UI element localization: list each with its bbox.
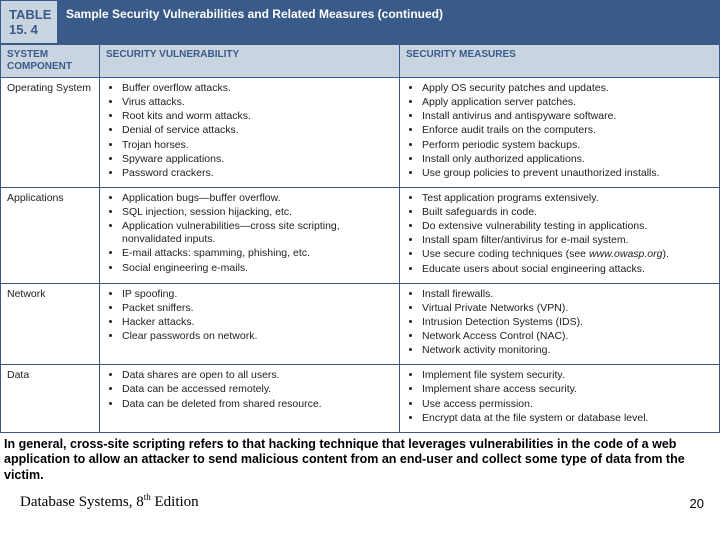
table-number: TABLE 15. 4: [0, 0, 58, 44]
table-title-row: TABLE 15. 4 Sample Security Vulnerabilit…: [0, 0, 720, 44]
list-item: Install firewalls.: [422, 288, 713, 301]
list-item: Data can be accessed remotely.: [122, 383, 393, 396]
list-item: Network Access Control (NAC).: [422, 330, 713, 343]
list-item: Data shares are open to all users.: [122, 369, 393, 382]
list-item: Network activity monitoring.: [422, 344, 713, 357]
list-item: Perform periodic system backups.: [422, 139, 713, 152]
vulnerability-table: TABLE 15. 4 Sample Security Vulnerabilit…: [0, 0, 720, 433]
col-header-component: SYSTEM COMPONENT: [0, 44, 100, 78]
footer: Database Systems, 8th Edition 20: [0, 490, 720, 511]
cell-vulnerability: Data shares are open to all users.Data c…: [100, 365, 400, 433]
cell-component: Data: [0, 365, 100, 433]
table-header-row: SYSTEM COMPONENT SECURITY VULNERABILITY …: [0, 44, 720, 78]
cell-vulnerability: IP spoofing.Packet sniffers.Hacker attac…: [100, 284, 400, 366]
cell-measures: Implement file system security.Implement…: [400, 365, 720, 433]
list-item: Application vulnerabilities—cross site s…: [122, 220, 393, 246]
book-suffix: Edition: [151, 494, 199, 510]
col-header-vulnerability: SECURITY VULNERABILITY: [100, 44, 400, 78]
list-item: Social engineering e-mails.: [122, 262, 393, 275]
list-item: Apply OS security patches and updates.: [422, 82, 713, 95]
list-item: IP spoofing.: [122, 288, 393, 301]
table-row: ApplicationsApplication bugs—buffer over…: [0, 188, 720, 284]
book-title: Database Systems, 8th Edition: [20, 492, 199, 511]
list-item: Application bugs—buffer overflow.: [122, 192, 393, 205]
list-item: Virtual Private Networks (VPN).: [422, 302, 713, 315]
list-item: Install antivirus and antispyware softwa…: [422, 110, 713, 123]
page-number: 20: [690, 496, 704, 511]
list-item: Apply application server patches.: [422, 96, 713, 109]
list-item: Password crackers.: [122, 167, 393, 180]
list-item: Hacker attacks.: [122, 316, 393, 329]
ordinal-suffix: th: [144, 492, 151, 502]
list-item: Packet sniffers.: [122, 302, 393, 315]
list-item: Install only authorized applications.: [422, 153, 713, 166]
list-item: Built safeguards in code.: [422, 206, 713, 219]
list-item: Use access permission.: [422, 398, 713, 411]
list-item: Encrypt data at the file system or datab…: [422, 412, 713, 425]
cell-component: Network: [0, 284, 100, 366]
book-prefix: Database Systems, 8: [20, 494, 144, 510]
list-item: Denial of service attacks.: [122, 124, 393, 137]
list-item: Use group policies to prevent unauthoriz…: [422, 167, 713, 180]
list-item: Virus attacks.: [122, 96, 393, 109]
list-item: E-mail attacks: spamming, phishing, etc.: [122, 247, 393, 260]
list-item: Root kits and worm attacks.: [122, 110, 393, 123]
cell-component: Applications: [0, 188, 100, 284]
list-item: SQL injection, session hijacking, etc.: [122, 206, 393, 219]
table-row: NetworkIP spoofing.Packet sniffers.Hacke…: [0, 284, 720, 366]
cell-component: Operating System: [0, 78, 100, 188]
list-item: Data can be deleted from shared resource…: [122, 398, 393, 411]
list-item: Clear passwords on network.: [122, 330, 393, 343]
table-body: Operating SystemBuffer overflow attacks.…: [0, 78, 720, 433]
list-item: Use secure coding techniques (see www.ow…: [422, 248, 713, 261]
list-item: Intrusion Detection Systems (IDS).: [422, 316, 713, 329]
caption-text: In general, cross-site scripting refers …: [0, 433, 720, 490]
cell-vulnerability: Buffer overflow attacks.Virus attacks.Ro…: [100, 78, 400, 188]
cell-measures: Install firewalls.Virtual Private Networ…: [400, 284, 720, 366]
cell-measures: Test application programs extensively.Bu…: [400, 188, 720, 284]
table-title: Sample Security Vulnerabilities and Rela…: [58, 0, 720, 44]
list-item: Buffer overflow attacks.: [122, 82, 393, 95]
cell-vulnerability: Application bugs—buffer overflow.SQL inj…: [100, 188, 400, 284]
cell-measures: Apply OS security patches and updates.Ap…: [400, 78, 720, 188]
table-row: Operating SystemBuffer overflow attacks.…: [0, 78, 720, 188]
col-header-measures: SECURITY MEASURES: [400, 44, 720, 78]
table-row: DataData shares are open to all users.Da…: [0, 365, 720, 433]
list-item: Trojan horses.: [122, 139, 393, 152]
list-item: Install spam filter/antivirus for e-mail…: [422, 234, 713, 247]
list-item: Implement file system security.: [422, 369, 713, 382]
list-item: Spyware applications.: [122, 153, 393, 166]
list-item: Implement share access security.: [422, 383, 713, 396]
list-item: Test application programs extensively.: [422, 192, 713, 205]
list-item: Do extensive vulnerability testing in ap…: [422, 220, 713, 233]
list-item: Enforce audit trails on the computers.: [422, 124, 713, 137]
list-item: Educate users about social engineering a…: [422, 263, 713, 276]
